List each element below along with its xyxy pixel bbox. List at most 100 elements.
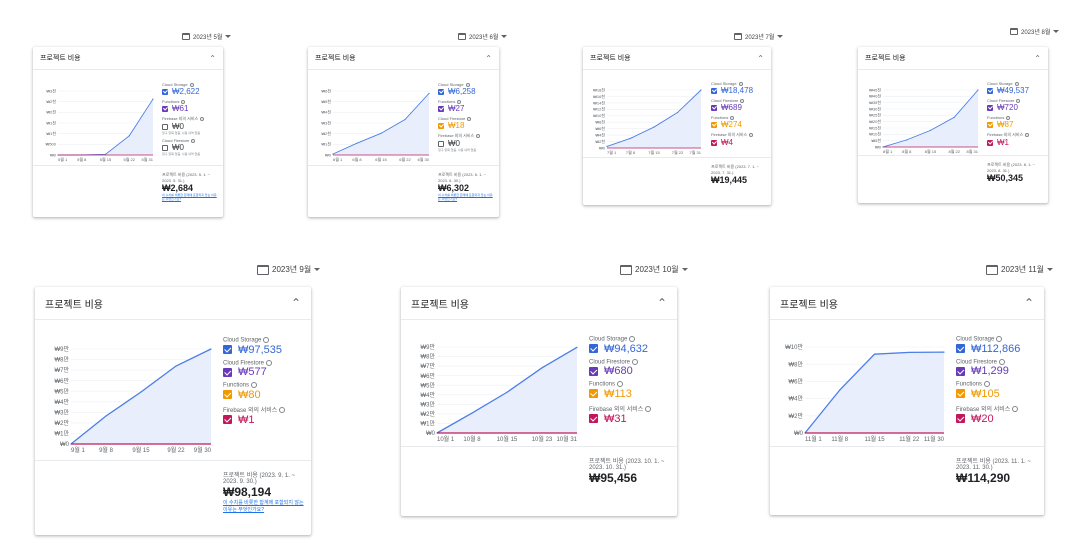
info-icon[interactable] [632,358,639,365]
series-checkbox[interactable] [223,367,232,377]
excluded-costs-link[interactable]: 이 수치를 비롯한 합계에 포함되지 않는 이유는 무엇인가요? [223,500,304,513]
info-icon[interactable] [617,381,624,388]
legend-item-row: ₩6,258 [438,87,497,96]
cost-chart: ₩0 ₩1만 ₩2만 ₩3만 ₩4만 ₩5만 ₩6만 ₩7만 ₩8만 ₩9만 9월 1 9월 8 9월 … [54,345,211,454]
info-icon[interactable] [251,382,258,389]
legend-item-label: Cloud Storage [987,81,1013,86]
x-tick-label: 11월 22 [899,435,920,443]
series-checkbox[interactable] [589,414,598,424]
info-icon[interactable] [645,406,652,413]
month-selector[interactable]: 2023년 6월 [458,32,508,41]
collapse-button[interactable]: ⌃ [656,296,667,310]
info-icon[interactable] [181,99,186,104]
series-checkbox[interactable] [162,105,168,112]
collapse-button[interactable]: ⌃ [209,53,216,63]
info-icon[interactable] [279,407,286,414]
series-checkbox[interactable] [956,344,965,354]
series-checkbox[interactable] [956,366,965,376]
info-icon[interactable] [476,133,481,138]
collapse-button[interactable]: ⌃ [1034,53,1041,63]
series-checkbox[interactable] [711,104,717,111]
info-icon[interactable] [200,116,205,121]
legend-item: Cloud Storage ₩6,258 [438,82,497,96]
series-checkbox[interactable] [711,139,717,146]
info-icon[interactable] [465,82,470,87]
x-tick-label: 6월 1 [333,156,343,162]
series-checkbox[interactable] [589,389,598,399]
series-checkbox[interactable] [438,140,444,147]
cloud-storage-area [71,349,211,444]
cost-legend: Cloud Storage ₩94,632 Cloud Firestore ₩680 F… [589,336,675,429]
excluded-costs-link[interactable]: 이 수치를 비롯한 합계에 포함되지 않는 이유는 무엇인가요? [162,193,217,201]
month-selector[interactable]: 2023년 5월 [182,32,232,41]
collapse-button[interactable]: ⌃ [485,53,492,63]
series-checkbox[interactable] [711,87,717,94]
series-checkbox[interactable] [589,366,598,376]
y-tick-label: ₩0 [599,145,606,150]
card-title: 프로젝트 비용 [865,55,906,62]
legend-item-value: ₩2,622 [172,87,200,96]
series-checkbox[interactable] [589,344,598,354]
series-checkbox[interactable] [987,139,993,146]
total-block: 프로젝트 비용 (2023. 10. 1. ~ 2023. 10. 31.) ₩9… [589,456,672,485]
info-icon[interactable] [1012,406,1019,413]
collapse-button[interactable]: ⌃ [1023,296,1034,310]
series-checkbox[interactable] [162,123,168,130]
legend-item: Firebase 외의 서비스 ₩1 [223,405,309,426]
month-selector[interactable]: 2023년 7월 [734,32,784,41]
month-selector[interactable]: 2023년 9월 [257,264,321,275]
info-icon[interactable] [1025,132,1030,137]
info-icon[interactable] [266,359,273,366]
info-icon[interactable] [467,116,472,121]
info-icon[interactable] [738,81,743,86]
info-icon[interactable] [996,336,1003,342]
month-selector[interactable]: 2023년 8월 [1010,27,1060,36]
x-tick-label: 5월 31 [142,156,154,162]
series-checkbox[interactable] [956,389,965,399]
series-checkbox[interactable] [956,414,965,424]
info-icon[interactable] [749,132,754,137]
info-icon[interactable] [740,98,745,103]
card-footer: 프로젝트 비용 (2023. 7. 1. ~ 2023. 7. 31.) ₩19,… [583,157,771,205]
collapse-button[interactable]: ⌃ [757,53,764,63]
info-icon[interactable] [999,358,1006,365]
series-checkbox[interactable] [711,121,717,128]
info-icon[interactable] [263,337,270,343]
y-tick-label: ₩1만 [420,420,435,428]
series-checkbox[interactable] [162,88,168,95]
info-icon[interactable] [1016,98,1021,103]
y-tick-label: ₩7만 [420,362,435,370]
legend-item-label: Firebase 외의 서비스 [438,133,475,138]
info-icon[interactable] [1006,115,1011,120]
y-tick-label: ₩5천 [321,98,331,104]
legend-item-row: ₩105 [956,388,1041,400]
series-checkbox[interactable] [223,415,232,425]
series-checkbox[interactable] [223,390,232,400]
info-icon[interactable] [1014,81,1019,86]
info-icon[interactable] [730,115,735,120]
series-checkbox[interactable] [438,122,444,129]
x-tick-label: 7월 1 [607,149,617,155]
month-selector[interactable]: 2023년 10월 [620,264,688,275]
info-icon[interactable] [984,381,991,388]
x-tick-label: 5월 8 [77,156,87,162]
month-selector[interactable]: 2023년 11월 [986,264,1054,275]
series-checkbox[interactable] [987,87,993,94]
collapse-button[interactable]: ⌃ [290,296,301,310]
info-icon[interactable] [629,336,636,342]
card-header: 프로젝트 비용 ⌃ [308,47,499,70]
series-checkbox[interactable] [223,345,232,355]
legend-item: Cloud Firestore ₩18 [438,116,497,130]
info-icon[interactable] [189,82,194,87]
legend-item-name: Functions [162,99,221,104]
legend-item-row: ₩274 [711,120,769,129]
series-checkbox[interactable] [987,104,993,111]
series-checkbox[interactable] [438,88,444,95]
series-checkbox[interactable] [438,105,444,112]
series-checkbox[interactable] [162,144,168,151]
series-checkbox[interactable] [987,121,993,128]
info-icon[interactable] [457,99,462,104]
excluded-costs-link[interactable]: 이 수치를 비롯한 합계에 포함되지 않는 이유는 무엇인가요? [438,193,493,201]
info-icon[interactable] [191,138,196,143]
legend-item-row: ₩689 [711,103,769,112]
